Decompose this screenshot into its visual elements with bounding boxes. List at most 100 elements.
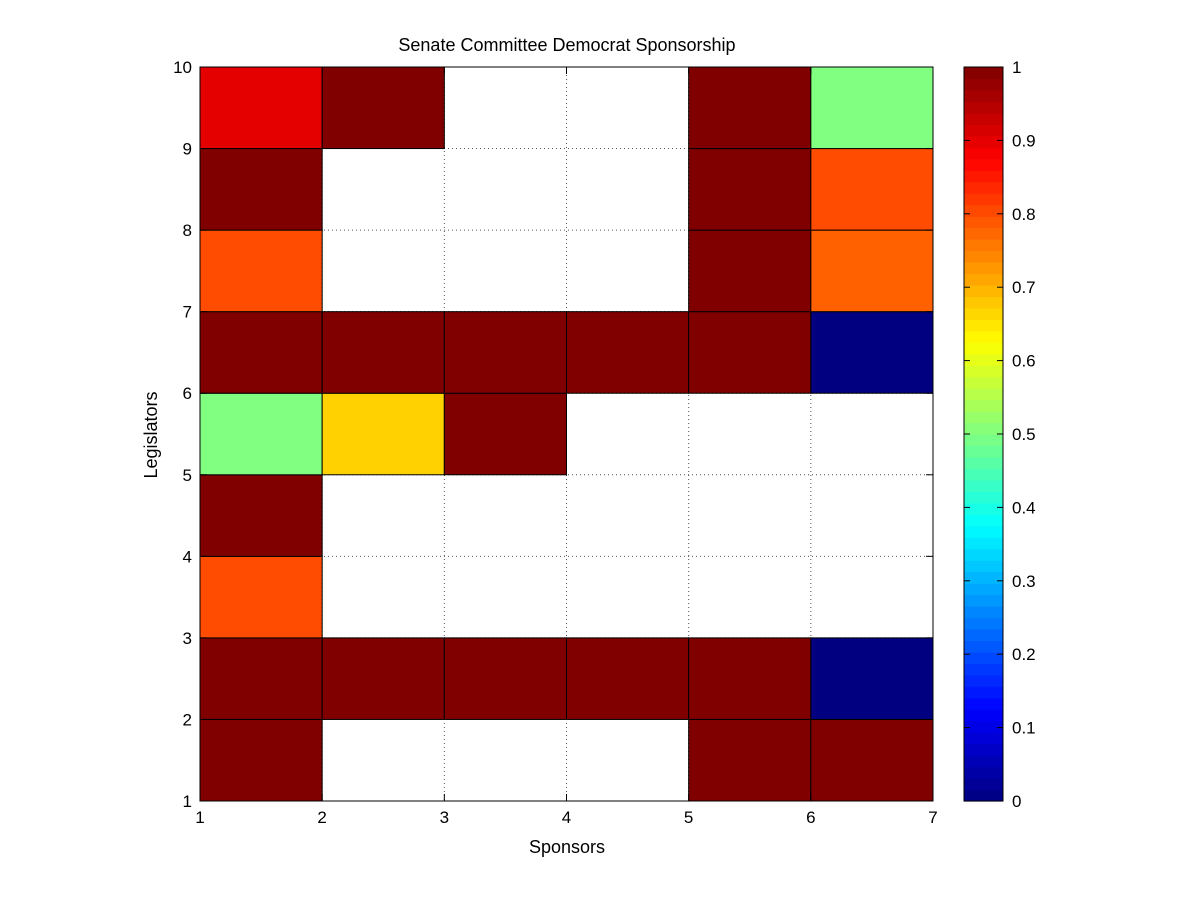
- colorbar-band: [964, 296, 1003, 309]
- colorbar-band: [964, 135, 1003, 148]
- heatmap-cell: [688, 311, 812, 394]
- y-tick-label: 6: [183, 384, 192, 403]
- y-axis-label: Legislators: [141, 391, 161, 478]
- colorbar-tick-label: 0.7: [1012, 278, 1036, 297]
- y-tick-label: 4: [183, 547, 192, 566]
- y-axis-ticks: 1 2 3 4 5 6 7 8 9 10: [173, 58, 933, 811]
- x-tick-label: 6: [806, 808, 815, 827]
- colorbar-band: [964, 743, 1003, 756]
- colorbar-tick-label: 0: [1012, 792, 1021, 811]
- y-tick-label: 3: [183, 629, 192, 648]
- colorbar-band: [964, 330, 1003, 343]
- colorbar-band: [964, 342, 1003, 355]
- colorbar-band: [964, 445, 1003, 458]
- heatmap-cells: [199, 66, 934, 802]
- colorbar-band: [964, 307, 1003, 320]
- colorbar-gradient: [964, 67, 1003, 802]
- colorbar-band: [964, 640, 1003, 653]
- x-tick-label: 1: [195, 808, 204, 827]
- colorbar-band: [964, 411, 1003, 424]
- colorbar-band: [964, 273, 1003, 286]
- heatmap-cell: [810, 311, 934, 394]
- heatmap-cell: [810, 229, 934, 313]
- colorbar-band: [964, 216, 1003, 229]
- y-tick-label: 7: [183, 303, 192, 322]
- colorbar-band: [964, 479, 1003, 492]
- colorbar-band: [964, 514, 1003, 527]
- colorbar-band: [964, 583, 1003, 596]
- colorbar-band: [964, 250, 1003, 263]
- heatmap-cell: [810, 718, 934, 802]
- colorbar-band: [964, 606, 1003, 619]
- heatmap-cell: [810, 148, 934, 231]
- colorbar-tick-label: 0.2: [1012, 645, 1036, 664]
- colorbar-band: [964, 537, 1003, 550]
- colorbar-tick-label: 0.9: [1012, 131, 1036, 150]
- chart-title: Senate Committee Democrat Sponsorship: [398, 35, 735, 55]
- x-tick-label: 7: [928, 808, 937, 827]
- colorbar-band: [964, 778, 1003, 791]
- colorbar-band: [964, 502, 1003, 515]
- colorbar-band: [964, 147, 1003, 160]
- colorbar-band: [964, 365, 1003, 378]
- x-tick-label: 5: [684, 808, 693, 827]
- colorbar-band: [964, 709, 1003, 722]
- colorbar-band: [964, 101, 1003, 114]
- x-axis-ticks: 1 2 3 4 5 6 7: [195, 67, 938, 827]
- colorbar-band: [964, 67, 1003, 80]
- heatmap-cell: [810, 637, 934, 720]
- heatmap-cell: [443, 392, 568, 476]
- colorbar-band: [964, 720, 1003, 733]
- colorbar-band: [964, 319, 1003, 332]
- colorbar-band: [964, 789, 1003, 802]
- colorbar-band: [964, 112, 1003, 125]
- heatmap-cell: [199, 718, 323, 802]
- colorbar-tick-label: 0.1: [1012, 719, 1036, 738]
- x-tick-label: 2: [317, 808, 326, 827]
- colorbar-band: [964, 261, 1003, 275]
- heatmap-cell: [566, 637, 690, 720]
- colorbar-band: [964, 697, 1003, 710]
- heatmap-cell: [321, 637, 445, 720]
- colorbar-band: [964, 239, 1003, 252]
- colorbar-band: [964, 158, 1003, 171]
- colorbar-tick-label: 0.3: [1012, 572, 1036, 591]
- colorbar-band: [964, 766, 1003, 779]
- heatmap-cell: [199, 148, 323, 231]
- heatmap-cell: [810, 66, 934, 150]
- colorbar-band: [964, 525, 1003, 538]
- colorbar-band: [964, 284, 1003, 297]
- colorbar-band: [964, 755, 1003, 768]
- heatmap-cell: [688, 148, 812, 231]
- colorbar-band: [964, 376, 1003, 389]
- colorbar-band: [964, 674, 1003, 687]
- colorbar-band: [964, 732, 1003, 745]
- colorbar-band: [964, 124, 1003, 137]
- colorbar-tick-label: 0.6: [1012, 352, 1036, 371]
- heatmap-cell: [199, 637, 323, 720]
- colorbar-tick-label: 0.5: [1012, 425, 1036, 444]
- x-axis-label: Sponsors: [529, 837, 605, 857]
- y-tick-label: 8: [183, 221, 192, 240]
- x-tick-label: 4: [562, 808, 571, 827]
- colorbar-band: [964, 388, 1003, 401]
- heatmap-cell: [688, 66, 812, 150]
- colorbar-band: [964, 560, 1003, 573]
- colorbar-band: [964, 78, 1003, 91]
- colorbar-band: [964, 170, 1003, 183]
- heatmap-cell: [199, 229, 323, 313]
- colorbar-band: [964, 399, 1003, 412]
- heatmap-cell: [199, 392, 323, 476]
- y-tick-label: 5: [183, 466, 192, 485]
- colorbar-band: [964, 193, 1003, 206]
- heatmap-cell: [199, 555, 323, 639]
- heatmap-cell: [688, 718, 812, 802]
- colorbar-tick-label: 0.8: [1012, 205, 1036, 224]
- colorbar: 0 0.1 0.2 0.3 0.4 0.5 0.6 0.7 0.8 0.9 1: [963, 58, 1036, 811]
- colorbar-band: [964, 181, 1003, 194]
- heatmap-cell: [321, 311, 445, 394]
- heatmap-cell: [199, 474, 323, 557]
- colorbar-band: [964, 686, 1003, 699]
- x-tick-label: 3: [440, 808, 449, 827]
